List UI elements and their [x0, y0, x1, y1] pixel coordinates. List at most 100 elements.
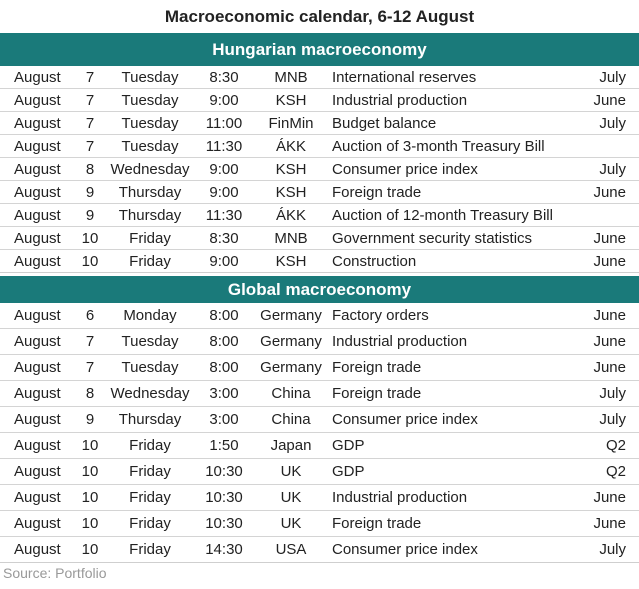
day-cell: 7	[85, 115, 95, 132]
period-cell: June	[593, 230, 626, 247]
period-cell: July	[599, 411, 626, 428]
time-cell: 3:00	[209, 411, 239, 428]
source-cell: KSH	[275, 161, 307, 178]
source-cell: FinMin	[268, 115, 314, 132]
table-row: August 10 Friday 14:30 USA Consumer price ind…	[0, 537, 639, 563]
page-title: Macroeconomic calendar, 6-12 August	[164, 7, 475, 26]
table-row: August 10 Friday 10:30 UK GDP Q2	[0, 459, 639, 485]
day-cell: 9	[85, 184, 95, 201]
day-cell: 8	[85, 385, 95, 402]
day-cell: 10	[81, 437, 99, 454]
weekday-cell: Friday	[129, 230, 171, 247]
time-cell: 8:00	[209, 307, 239, 324]
event-cell: Industrial production	[332, 489, 468, 506]
event-cell: Foreign trade	[332, 515, 422, 532]
event-cell: Consumer price index	[332, 411, 478, 428]
event-cell: Auction of 12-month Treasury Bill	[332, 207, 553, 224]
period-cell: July	[599, 161, 626, 178]
time-cell: 11:30	[205, 138, 243, 155]
source-cell: MNB	[274, 230, 308, 247]
table-row: August 7 Tuesday 8:30 MNB International reser…	[0, 66, 639, 89]
period-cell: June	[593, 307, 626, 324]
weekday-cell: Friday	[129, 489, 171, 506]
event-cell: Foreign trade	[332, 385, 422, 402]
day-cell: 7	[85, 69, 95, 86]
time-cell: 10:30	[205, 489, 243, 506]
month-cell: August	[14, 515, 61, 532]
period-cell: July	[599, 385, 626, 402]
event-cell: Foreign trade	[332, 184, 422, 201]
event-cell: Consumer price index	[332, 161, 478, 178]
period-cell: June	[593, 359, 626, 376]
period-cell: July	[599, 69, 626, 86]
weekday-cell: Thursday	[118, 207, 182, 224]
period-cell: July	[599, 115, 626, 132]
time-cell: 14:30	[205, 541, 243, 558]
table-row: August 7 Tuesday 8:00 Germany Foreign trade Ju…	[0, 355, 639, 381]
day-cell: 10	[81, 230, 99, 247]
time-cell: 8:00	[209, 359, 239, 376]
month-cell: August	[14, 184, 61, 201]
weekday-cell: Tuesday	[121, 359, 179, 376]
day-cell: 9	[85, 411, 95, 428]
day-cell: 10	[81, 515, 99, 532]
source-note: Source: Portfolio	[3, 565, 107, 581]
event-cell: Foreign trade	[332, 359, 422, 376]
time-cell: 10:30	[205, 463, 243, 480]
time-cell: 10:30	[205, 515, 243, 532]
event-cell: GDP	[332, 437, 365, 454]
source-cell: UK	[280, 515, 302, 532]
weekday-cell: Friday	[129, 515, 171, 532]
day-cell: 7	[85, 138, 95, 155]
source-cell: ÁKK	[275, 138, 306, 155]
table-row: August 10 Friday 1:50 Japan GDP Q2	[0, 433, 639, 459]
month-cell: August	[14, 161, 61, 178]
month-cell: August	[14, 115, 61, 132]
period-cell: June	[593, 253, 626, 270]
time-cell: 3:00	[209, 385, 239, 402]
time-cell: 11:30	[205, 207, 243, 224]
source-cell: Japan	[270, 437, 312, 454]
source-cell: Germany	[260, 359, 322, 376]
day-cell: 6	[85, 307, 95, 324]
day-cell: 10	[81, 253, 99, 270]
time-cell: 8:00	[209, 333, 239, 350]
source-cell: China	[271, 411, 311, 428]
table-row: August 7 Tuesday 11:30 ÁKK Auction of 3-month…	[0, 135, 639, 158]
month-cell: August	[14, 541, 61, 558]
period-cell: June	[593, 92, 626, 109]
month-cell: August	[14, 411, 61, 428]
month-cell: August	[14, 92, 61, 109]
table-row: August 8 Wednesday 9:00 KSH Consumer price in…	[0, 158, 639, 181]
day-cell: 8	[85, 161, 95, 178]
month-cell: August	[14, 207, 61, 224]
table-row: August 7 Tuesday 9:00 KSH Industrial producti…	[0, 89, 639, 112]
weekday-cell: Monday	[123, 307, 177, 324]
weekday-cell: Friday	[129, 541, 171, 558]
period-cell: July	[599, 541, 626, 558]
period-cell: Q2	[605, 463, 626, 480]
day-cell: 10	[81, 463, 99, 480]
month-cell: August	[14, 437, 61, 454]
day-cell: 7	[85, 359, 95, 376]
month-cell: August	[14, 333, 61, 350]
table-row: August 10 Friday 10:30 UK Industrial producti…	[0, 485, 639, 511]
period-cell: June	[593, 184, 626, 201]
time-cell: 9:00	[209, 92, 239, 109]
month-cell: August	[14, 463, 61, 480]
table-row: August 10 Friday 10:30 UK Foreign trade June	[0, 511, 639, 537]
period-cell: June	[593, 333, 626, 350]
source-cell: USA	[275, 541, 307, 558]
period-cell: Q2	[605, 437, 626, 454]
event-cell: Construction	[332, 253, 417, 270]
weekday-cell: Tuesday	[121, 333, 179, 350]
event-cell: GDP	[332, 463, 365, 480]
source-cell: KSH	[275, 92, 307, 109]
time-cell: 1:50	[209, 437, 239, 454]
event-cell: Budget balance	[332, 115, 437, 132]
month-cell: August	[14, 385, 61, 402]
table-row: August 9 Thursday 3:00 China Consumer price i…	[0, 407, 639, 433]
table-row: August 10 Friday 9:00 KSH Construction June	[0, 250, 639, 273]
weekday-cell: Tuesday	[121, 115, 179, 132]
event-cell: Industrial production	[332, 92, 468, 109]
